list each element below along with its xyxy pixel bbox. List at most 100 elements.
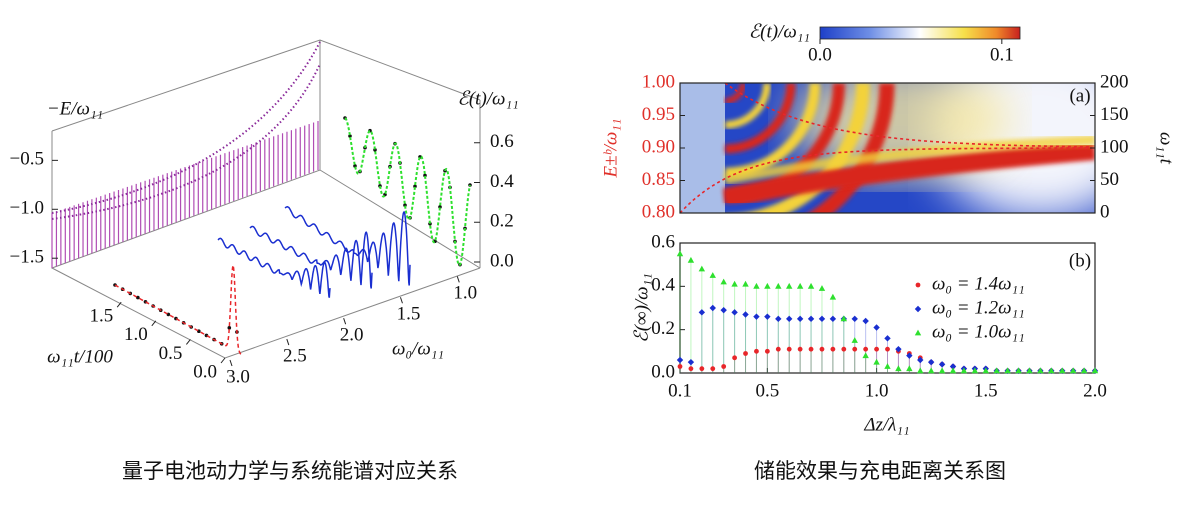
point (732, 355, 738, 361)
point (862, 352, 869, 359)
point (895, 365, 902, 372)
point (927, 358, 935, 366)
y-tick-label: 0.85 (642, 169, 675, 190)
x-tick-label: 0.0 (193, 361, 217, 382)
colorbar-label: ℰ(t)/ω₁₁ (749, 21, 810, 42)
point (786, 282, 793, 289)
point (884, 363, 891, 369)
y-tick-label: 2.0 (340, 325, 364, 346)
point (786, 346, 792, 352)
z2-axis-label: ℰ(t)/ω₁₁ (457, 88, 518, 109)
point (830, 346, 836, 352)
z-tick-label: −1.0 (10, 198, 44, 219)
point (818, 315, 826, 323)
x-tick-label: 2.0 (1083, 380, 1107, 401)
y2-tick-label: 0 (1100, 201, 1110, 222)
point (938, 361, 946, 368)
point (709, 272, 716, 278)
y-tick (286, 338, 290, 346)
fringe (724, 83, 821, 179)
fringe (724, 83, 746, 104)
point (710, 366, 716, 372)
x-tick-label: 0.5 (755, 380, 779, 401)
point (731, 309, 738, 316)
heatmap (680, 83, 1095, 213)
y-axis-label: ω₀/ω₁₁ (392, 338, 444, 359)
point (851, 315, 858, 323)
curve (114, 264, 243, 356)
point (775, 315, 782, 323)
point (927, 367, 935, 374)
point (852, 346, 858, 352)
heatmap-strip (680, 83, 725, 213)
point (754, 348, 759, 354)
point (1048, 367, 1055, 374)
point (960, 367, 968, 374)
x-axis-label: ω₁₁t/100 (47, 346, 113, 367)
point (862, 317, 869, 325)
point (829, 315, 837, 323)
point (1091, 367, 1099, 374)
y-tick-label: 1.00 (642, 71, 675, 92)
z2-tick-label: 0.4 (490, 171, 514, 192)
point (764, 348, 770, 354)
x-tick-label: 0.5 (159, 343, 183, 364)
point (796, 315, 804, 323)
point (1069, 367, 1077, 374)
y-tick (456, 276, 460, 283)
point (775, 282, 782, 289)
y-tick-label: 0.80 (642, 201, 675, 222)
y-tick (399, 297, 403, 304)
point (917, 356, 924, 364)
point (818, 285, 826, 291)
y-tick-label: 2.5 (283, 345, 307, 366)
point (1026, 367, 1033, 374)
point (949, 363, 957, 370)
point (993, 367, 1000, 374)
legend-marker (914, 329, 922, 336)
point (938, 367, 946, 374)
z-axis-label: −E/ω₁₁ (47, 98, 103, 119)
caption: 量子电池动力学与系统能谱对应关系 (122, 459, 458, 483)
point (982, 367, 989, 374)
point (699, 366, 705, 372)
y-tick-label: 1.0 (453, 283, 477, 304)
point (819, 346, 825, 352)
point (906, 352, 913, 359)
point (676, 250, 684, 257)
fringe (722, 140, 1095, 208)
point (885, 346, 890, 352)
y-tick-label: 0.4 (651, 275, 675, 296)
point (841, 346, 847, 352)
point (807, 282, 815, 289)
y-tick-label: 0.90 (642, 136, 675, 157)
y2-tick-label: 150 (1100, 104, 1129, 125)
x-tick-label: 1.5 (89, 306, 113, 327)
x-tick (186, 339, 191, 345)
z2-tick-label: 0.6 (490, 131, 514, 152)
z-tick-label: −0.5 (10, 149, 44, 170)
point (764, 282, 771, 289)
curves-3d (51, 41, 472, 356)
point (786, 315, 793, 323)
point (687, 256, 695, 263)
box-3d (51, 39, 481, 359)
point (873, 324, 880, 331)
point (1037, 367, 1044, 374)
y-axis-label: E±ᵇ/ω₁₁ (600, 118, 621, 178)
point (687, 358, 695, 366)
z-tick-label: −1.5 (10, 247, 44, 268)
z2-tick-label: 0.2 (490, 211, 514, 232)
legend-label: ω₀ = 1.0ω₁₁ (932, 321, 1025, 342)
point (840, 315, 848, 322)
level-curve (51, 63, 321, 220)
point (851, 337, 858, 343)
panel-label: (b) (1069, 250, 1091, 271)
point (796, 282, 804, 289)
point (808, 346, 814, 352)
point (797, 346, 803, 352)
fringe (808, 83, 895, 213)
point (720, 306, 727, 314)
point (677, 364, 683, 369)
legend-marker (915, 282, 921, 288)
